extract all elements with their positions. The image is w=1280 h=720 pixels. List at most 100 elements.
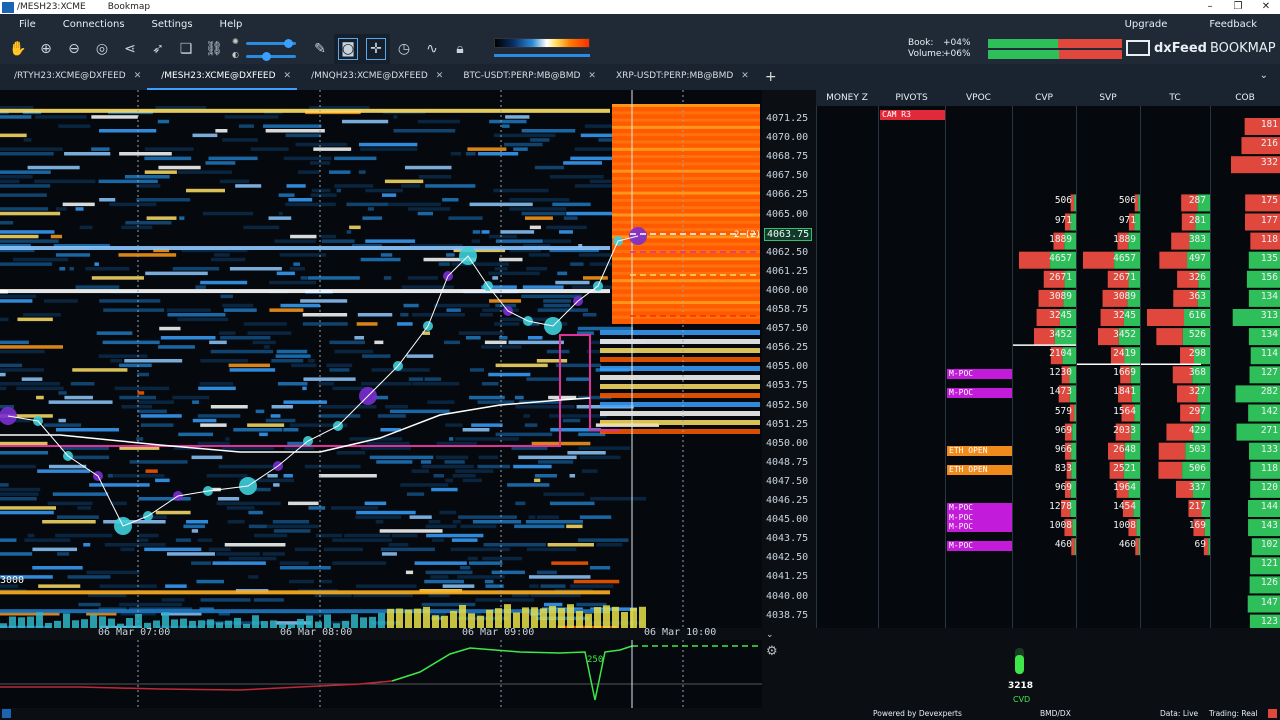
heatmap-chart[interactable]: 2 (2) 3000 bbox=[0, 90, 762, 628]
heatmap-cell bbox=[99, 584, 157, 588]
heatmap-cell bbox=[579, 515, 612, 519]
chevron-down-icon[interactable]: ⌄ bbox=[1259, 70, 1268, 81]
menu-help[interactable]: Help bbox=[219, 18, 243, 30]
dxfeed-bookmap-logo: dxFeed BOOKMAP bbox=[1126, 40, 1276, 56]
close-icon[interactable]: ✕ bbox=[1261, 1, 1271, 12]
menu-file[interactable]: File bbox=[19, 18, 36, 30]
heatmap-cell bbox=[543, 303, 571, 308]
volume-bar bbox=[252, 615, 259, 628]
zoom-fit-icon[interactable]: ◎ bbox=[95, 41, 109, 57]
heatmap-range-slider[interactable] bbox=[494, 54, 590, 57]
pencil-icon[interactable]: ✎ bbox=[314, 41, 326, 57]
heatmap-cell bbox=[155, 478, 170, 483]
heatmap-cell bbox=[485, 584, 504, 588]
volume-bar bbox=[234, 617, 241, 628]
heatmap-cell bbox=[17, 317, 53, 322]
heatmap-color-scale[interactable] bbox=[494, 38, 590, 48]
heatmap-cell bbox=[0, 299, 33, 303]
heatmap-cell bbox=[344, 533, 391, 538]
zoom-out-icon[interactable]: ⊖ bbox=[68, 41, 80, 57]
profile-bid-bar bbox=[1114, 251, 1141, 269]
contrast-slider-knob[interactable] bbox=[262, 52, 271, 61]
close-tab-icon[interactable]: ✕ bbox=[435, 71, 444, 81]
share-icon[interactable]: ⋖ bbox=[124, 41, 136, 57]
crosshair-icon[interactable]: ✛ bbox=[362, 34, 390, 64]
close-tab-icon[interactable]: ✕ bbox=[588, 71, 596, 81]
indicators-icon[interactable]: ∿ bbox=[426, 41, 438, 57]
heatmap-cell bbox=[55, 533, 113, 538]
time-axis[interactable]: 06 Mar 07:00 06 Mar 08:00 06 Mar 09:00 0… bbox=[0, 627, 762, 640]
feedback-link[interactable]: Feedback bbox=[1209, 18, 1257, 30]
profile-ask-bar bbox=[1107, 270, 1129, 288]
col-money-z[interactable]: MONEY Z bbox=[826, 93, 868, 103]
heatmap-cell bbox=[192, 133, 218, 138]
contrast-slider[interactable] bbox=[246, 52, 296, 61]
price-label: 4065.00 bbox=[766, 208, 809, 220]
ask-liquidity-stripe bbox=[612, 118, 760, 122]
heatmap-cell bbox=[226, 506, 255, 510]
heatmap-cell bbox=[129, 460, 188, 464]
menu-connections[interactable]: Connections bbox=[62, 18, 125, 30]
close-tab-icon[interactable]: ✕ bbox=[741, 71, 749, 81]
chat-icon[interactable]: ◙ bbox=[334, 34, 362, 64]
cob-value: 118 bbox=[1260, 462, 1278, 474]
maximize-icon[interactable]: ❐ bbox=[1233, 1, 1243, 12]
minimize-icon[interactable]: – bbox=[1207, 1, 1213, 12]
tab-rtyh23[interactable]: /RTYH23:XCME@DXFEED ✕ bbox=[0, 64, 147, 90]
profile-value: 281 bbox=[1188, 214, 1206, 226]
bid-liquidity-stripe bbox=[600, 375, 760, 380]
col-svp[interactable]: SVP bbox=[1099, 93, 1117, 103]
volume-bar bbox=[270, 620, 277, 628]
heatmap-cell bbox=[23, 138, 32, 142]
hand-tool-icon[interactable]: ✋ bbox=[9, 41, 27, 57]
profile-ask-bar bbox=[1050, 347, 1063, 365]
price-label: 4055.00 bbox=[766, 361, 809, 373]
close-tab-icon[interactable]: ✕ bbox=[133, 71, 142, 81]
col-vpoc[interactable]: VPOC bbox=[966, 93, 991, 103]
heatmap-cell bbox=[145, 271, 208, 276]
tab-xrp-usdt[interactable]: XRP-USDT:PERP:MB@BMD ✕ bbox=[602, 64, 755, 90]
link-icon[interactable]: ⛓ bbox=[205, 41, 223, 57]
rocket-icon[interactable]: ➶ bbox=[152, 41, 164, 57]
layers-icon[interactable]: ❏ bbox=[179, 41, 193, 57]
add-tab-icon[interactable]: + bbox=[764, 69, 777, 85]
col-cob[interactable]: COB bbox=[1235, 93, 1255, 103]
profile-value: 3452 bbox=[1113, 329, 1136, 341]
tab-mnqh23[interactable]: /MNQH23:XCME@DXFEED ✕ bbox=[297, 64, 449, 90]
cvd-indicator-pane[interactable]: 250 bbox=[0, 640, 762, 708]
profile-bid-bar bbox=[1124, 347, 1141, 365]
price-axis[interactable]: 4071.25 4070.00 4068.75 4067.50 4066.25 4065.… bbox=[762, 106, 816, 628]
brightness-slider[interactable] bbox=[246, 39, 296, 48]
settings-gear-icon[interactable]: ⚙ bbox=[766, 644, 778, 659]
heatmap-cell bbox=[27, 533, 35, 538]
col-cvp[interactable]: CVP bbox=[1035, 93, 1053, 103]
heatmap-cell bbox=[138, 497, 191, 501]
zoom-in-icon[interactable]: ⊕ bbox=[40, 41, 52, 57]
heatmap-cell bbox=[139, 515, 167, 519]
heatmap-cell bbox=[266, 524, 319, 529]
col-pivots[interactable]: PIVOTS bbox=[895, 93, 928, 103]
tab-mesh23[interactable]: /MESH23:XCME@DXFEED ✕ bbox=[147, 64, 298, 90]
heatmap-cell bbox=[86, 570, 140, 575]
heatmap-cell bbox=[458, 331, 504, 335]
heatmap-cell bbox=[526, 377, 560, 381]
tab-btc-usdt[interactable]: BTC-USDT:PERP:MB@BMD ✕ bbox=[449, 64, 602, 90]
heatmap-cell bbox=[552, 202, 591, 207]
menu-settings[interactable]: Settings bbox=[151, 18, 193, 30]
heatmap-cell bbox=[380, 428, 401, 432]
close-tab-icon[interactable]: ✕ bbox=[283, 71, 292, 81]
collapse-chevron-icon[interactable]: ⌄ bbox=[766, 630, 774, 640]
heatmap-cell bbox=[210, 405, 248, 409]
price-label: 4056.25 bbox=[766, 342, 809, 354]
heatmap-cell bbox=[96, 331, 133, 335]
upgrade-link[interactable]: Upgrade bbox=[1124, 18, 1168, 30]
col-tc[interactable]: TC bbox=[1169, 93, 1181, 103]
heatmap-canvas[interactable]: 2 (2) 3000 bbox=[0, 90, 762, 628]
heatmap-cell bbox=[199, 607, 214, 611]
heatmap-cell bbox=[514, 395, 524, 400]
brightness-slider-knob[interactable] bbox=[284, 39, 293, 48]
svp-panel: 506 971 1889 4657 2671 3089 3245 3452 2419 1669 18… bbox=[1076, 106, 1141, 628]
timer-icon[interactable]: ◷ bbox=[397, 41, 411, 57]
ask-liquidity-stripe bbox=[612, 293, 760, 297]
lock-icon[interactable]: 🔒︎ bbox=[456, 41, 464, 57]
